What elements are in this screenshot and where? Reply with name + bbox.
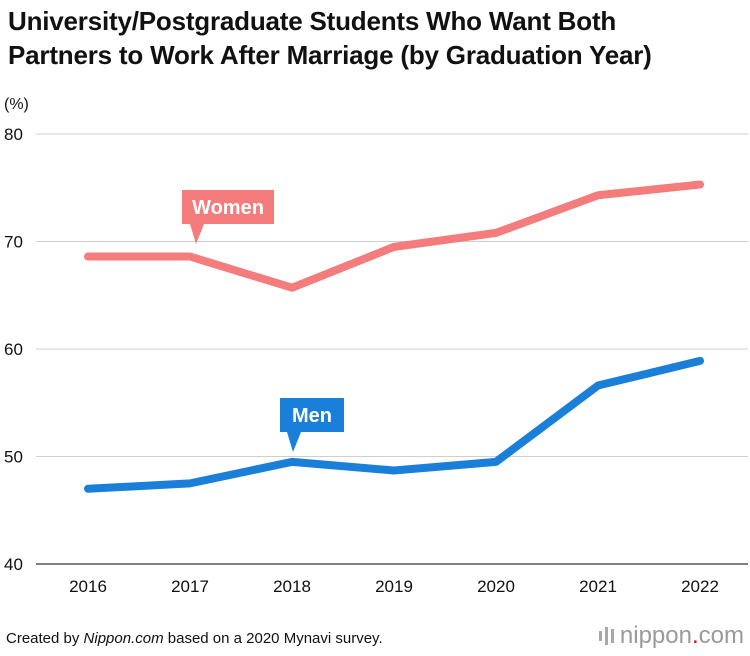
legend-callout-pointer-women <box>190 224 204 244</box>
data-point-women <box>291 287 293 289</box>
credit-source-name: Nippon.com <box>83 630 164 647</box>
data-point-men <box>393 469 395 471</box>
x-tick-label: 2022 <box>681 577 719 596</box>
data-point-men <box>597 385 599 387</box>
data-point-men <box>699 360 701 362</box>
y-tick-label: 70 <box>4 233 23 252</box>
data-point-men <box>87 488 89 490</box>
x-tick-label: 2019 <box>375 577 413 596</box>
logo-tld: com <box>698 622 744 649</box>
y-tick-label: 50 <box>4 448 23 467</box>
data-point-women <box>597 194 599 196</box>
y-tick-label: 40 <box>4 555 23 574</box>
data-point-women <box>87 256 89 258</box>
x-tick-label: 2017 <box>171 577 209 596</box>
data-point-women <box>393 246 395 248</box>
line-chart: 40 50 60 70 80 2016 2017 2018 2019 2020 2021 2022 Wo… <box>4 125 748 596</box>
y-tick-label: 80 <box>4 125 23 144</box>
data-point-women <box>189 256 191 258</box>
data-point-men <box>495 461 497 463</box>
data-point-women <box>699 184 701 186</box>
source-credit: Created by Nippon.com based on a 2020 My… <box>6 630 383 647</box>
data-point-women <box>495 232 497 234</box>
x-tick-label: 2018 <box>273 577 311 596</box>
y-tick-label: 60 <box>4 340 23 359</box>
data-point-men <box>291 461 293 463</box>
chart-title: University/Postgraduate Students Who Wan… <box>8 6 652 70</box>
credit-prefix: Created by <box>6 630 84 647</box>
legend-callout-pointer-men <box>287 432 301 452</box>
x-tick-label: 2020 <box>477 577 515 596</box>
x-tick-label: 2016 <box>69 577 107 596</box>
data-point-men <box>189 482 191 484</box>
legend-label-women: Women <box>192 197 264 219</box>
logo-bars-icon <box>598 627 614 645</box>
logo-dot: . <box>691 622 699 649</box>
legend-callout-men <box>280 398 344 432</box>
logo-name: nippon <box>619 622 692 649</box>
legend-callout-women <box>182 190 274 224</box>
series-line-men <box>84 356 704 493</box>
credit-suffix: based on a 2020 Mynavi survey. <box>163 630 383 647</box>
series-line-women <box>84 180 704 292</box>
x-tick-label: 2021 <box>579 577 617 596</box>
legend-label-men: Men <box>292 405 332 427</box>
nippon-logo: nippon.com <box>598 622 744 650</box>
y-axis-unit-label: (%) <box>4 96 29 113</box>
